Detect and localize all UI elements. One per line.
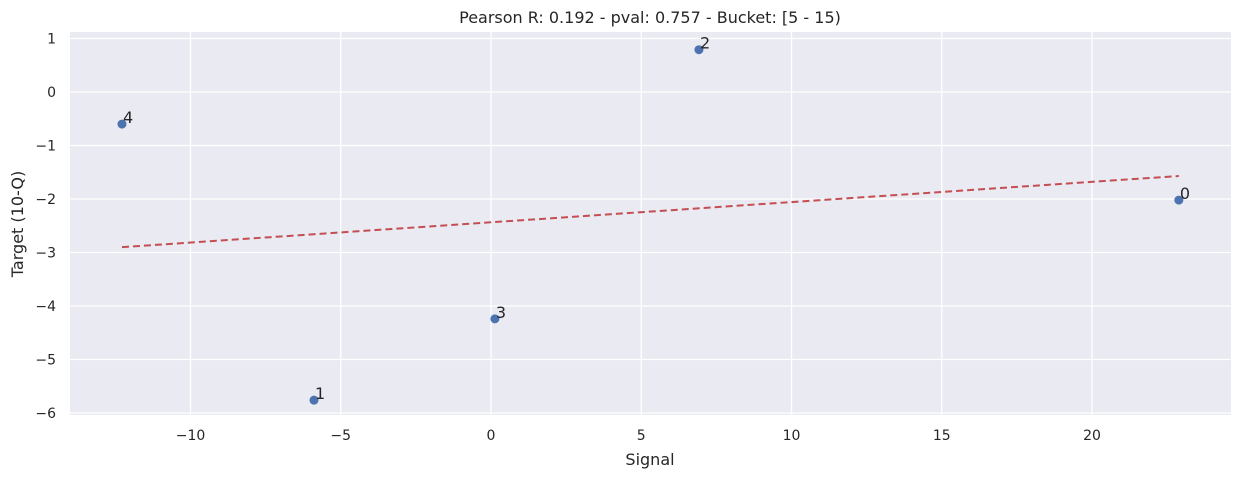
point-label: 1 [315, 384, 325, 403]
x-axis-ticks: −10 −5 0 5 10 15 20 [176, 428, 1101, 444]
y-tick-label: 0 [47, 85, 56, 101]
data-point [117, 119, 127, 129]
data-point [490, 314, 500, 324]
data-point [1174, 195, 1184, 205]
y-tick-label: −2 [35, 192, 56, 208]
x-tick-label: −10 [176, 428, 206, 444]
x-tick-label: 0 [487, 428, 496, 444]
data-points: 0 1 2 3 4 [117, 34, 1190, 405]
y-tick-label: −1 [35, 139, 56, 155]
x-tick-label: 15 [933, 428, 951, 444]
fit-line [121, 174, 1179, 249]
y-axis-ticks: 1 0 −1 −2 −3 −4 −5 −6 [35, 32, 56, 423]
plot-area [70, 32, 1231, 415]
x-tick-label: 20 [1083, 428, 1101, 444]
y-tick-label: −5 [35, 353, 56, 369]
point-label: 2 [700, 34, 710, 53]
y-tick-label: −6 [35, 406, 56, 422]
point-label: 0 [1180, 184, 1190, 203]
regression-line [121, 174, 1179, 249]
y-axis-label: Target (10-Q) [8, 171, 27, 278]
x-axis-label: Signal [625, 450, 674, 469]
x-tick-label: 10 [783, 428, 801, 444]
chart-title: Pearson R: 0.192 - pval: 0.757 - Bucket:… [459, 8, 841, 27]
x-tick-label: −5 [330, 428, 351, 444]
grid-lines [70, 32, 1231, 415]
y-tick-label: −3 [35, 246, 56, 262]
y-tick-label: 1 [47, 32, 56, 48]
point-label: 3 [496, 303, 506, 322]
point-label: 4 [123, 108, 133, 127]
data-point [694, 45, 704, 55]
x-tick-label: 5 [637, 428, 646, 444]
data-point [309, 395, 319, 405]
y-tick-label: −4 [35, 299, 56, 315]
